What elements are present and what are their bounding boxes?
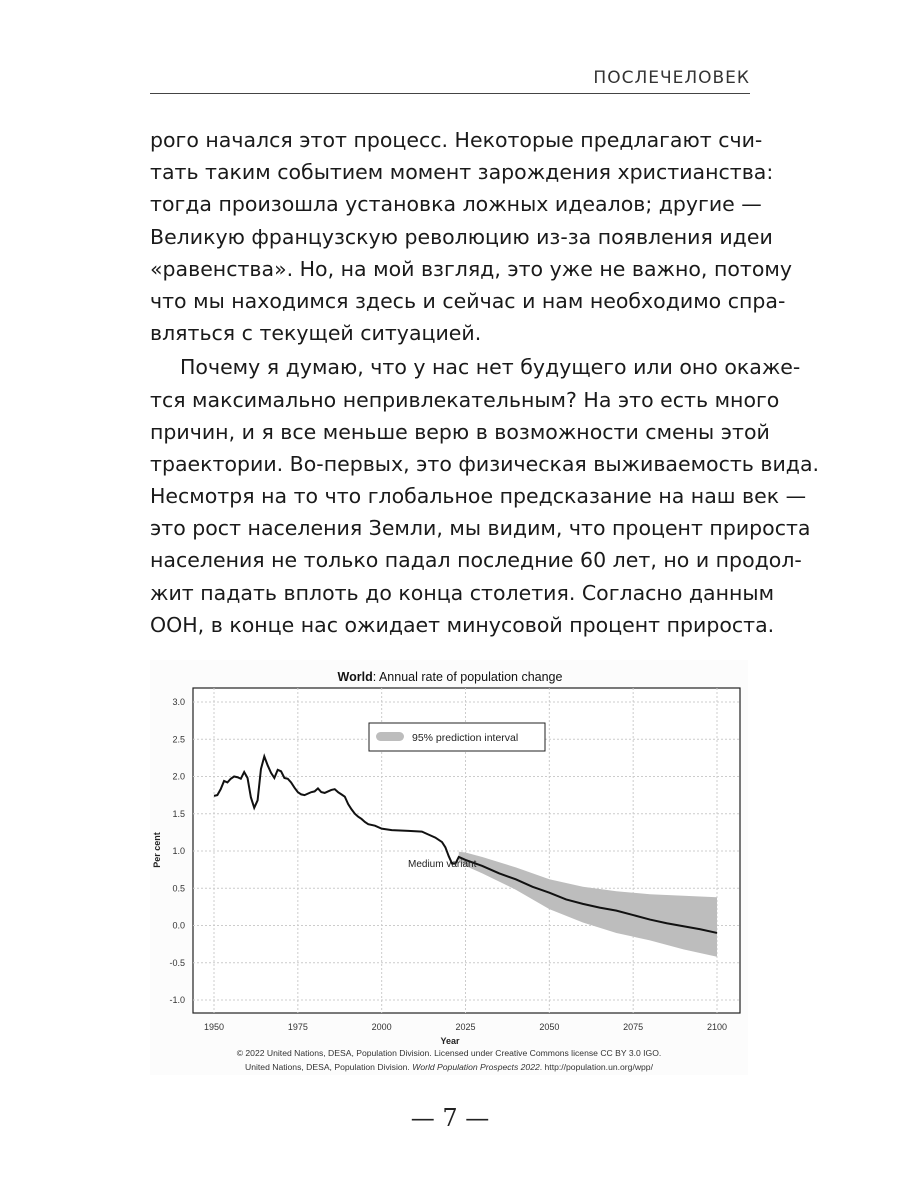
body-text: рого начался этот процесс. Некоторые пре…: [150, 124, 820, 641]
text-line: жит падать вплоть до конца столетия. Сог…: [150, 580, 775, 605]
header-rule: [150, 93, 750, 94]
y-tick-label: 3.0: [172, 697, 185, 707]
y-tick-label: 2.0: [172, 772, 185, 782]
text-line: тся максимально непривлекательным? На эт…: [150, 387, 780, 412]
chart-title: World: Annual rate of population change: [338, 670, 563, 684]
y-tick-label: -1.0: [169, 995, 185, 1005]
text-line: что мы находимся здесь и сейчас и нам не…: [150, 288, 786, 313]
x-tick-label: 1950: [204, 1022, 224, 1032]
chart-title-bold: World: [338, 670, 373, 684]
page-number: — 7 —: [410, 1104, 490, 1132]
text-line: тогда произошла установка ложных идеалов…: [150, 192, 762, 217]
text-line: вляться с текущей ситуацией.: [150, 321, 482, 346]
y-tick-label: 0.0: [172, 921, 185, 931]
chart-title-rest: : Annual rate of population change: [373, 670, 563, 684]
credit-line-2: United Nations, DESA, Population Divisio…: [245, 1062, 654, 1072]
text-line: Несмотря на то что глобальное предсказан…: [150, 484, 807, 509]
text-line: Почему я думаю, что у нас нет будущего и…: [180, 355, 801, 380]
text-line: тать таким событием момент зарождения хр…: [150, 160, 774, 185]
x-tick-label: 2000: [372, 1022, 392, 1032]
x-axis-label: Year: [440, 1036, 460, 1046]
credit-line-1: © 2022 United Nations, DESA, Population …: [237, 1048, 662, 1058]
y-tick-label: 1.5: [172, 809, 185, 819]
text-line: Великую французскую революцию из-за появ…: [150, 224, 773, 249]
population-change-chart: 1950 1975 2000 2025 2050 2075 2100 3.0 2.5 2.0 1.5…: [152, 670, 741, 1072]
population-chart-figure: 1950 1975 2000 2025 2050 2075 2100 3.0 2.5 2.0 1.5…: [150, 660, 748, 1075]
legend-label: 95% prediction interval: [412, 732, 518, 744]
y-axis-label: Per cent: [152, 832, 162, 868]
running-head: ПОСЛЕЧЕЛОВЕК: [593, 68, 750, 88]
x-tick-label: 1975: [288, 1022, 308, 1032]
y-tick-label: 0.5: [172, 883, 185, 893]
text-line: причин, и я все меньше верю в возможност…: [150, 419, 770, 444]
y-tick-label: 1.0: [172, 846, 185, 856]
text-line: «равенства». Но, на мой взгляд, это уже …: [150, 256, 792, 281]
text-line: населения не только падал последние 60 л…: [150, 548, 802, 573]
credit-prefix: United Nations, DESA, Population Divisio…: [245, 1062, 412, 1072]
text-line: траектории. Во-первых, это физическая вы…: [150, 451, 820, 476]
y-tick-label: 2.5: [172, 734, 185, 744]
credit-suffix: . http://population.un.org/wpp/: [540, 1062, 654, 1072]
x-tick-label: 2075: [623, 1022, 643, 1032]
x-tick-label: 2050: [539, 1022, 559, 1032]
text-line: рого начался этот процесс. Некоторые пре…: [150, 128, 763, 152]
text-line: это рост населения Земли, мы видим, что …: [150, 516, 811, 541]
x-tick-label: 2025: [455, 1022, 475, 1032]
x-tick-label: 2100: [707, 1022, 727, 1032]
legend-swatch: [376, 732, 404, 741]
medium-variant-annotation: Medium variant: [408, 859, 477, 870]
text-line: ООН, в конце нас ожидает минусовой проце…: [150, 612, 775, 637]
y-tick-label: -0.5: [169, 958, 185, 968]
credit-italic: World Population Prospects 2022: [412, 1062, 540, 1072]
medium-variant-line: [213, 753, 718, 934]
